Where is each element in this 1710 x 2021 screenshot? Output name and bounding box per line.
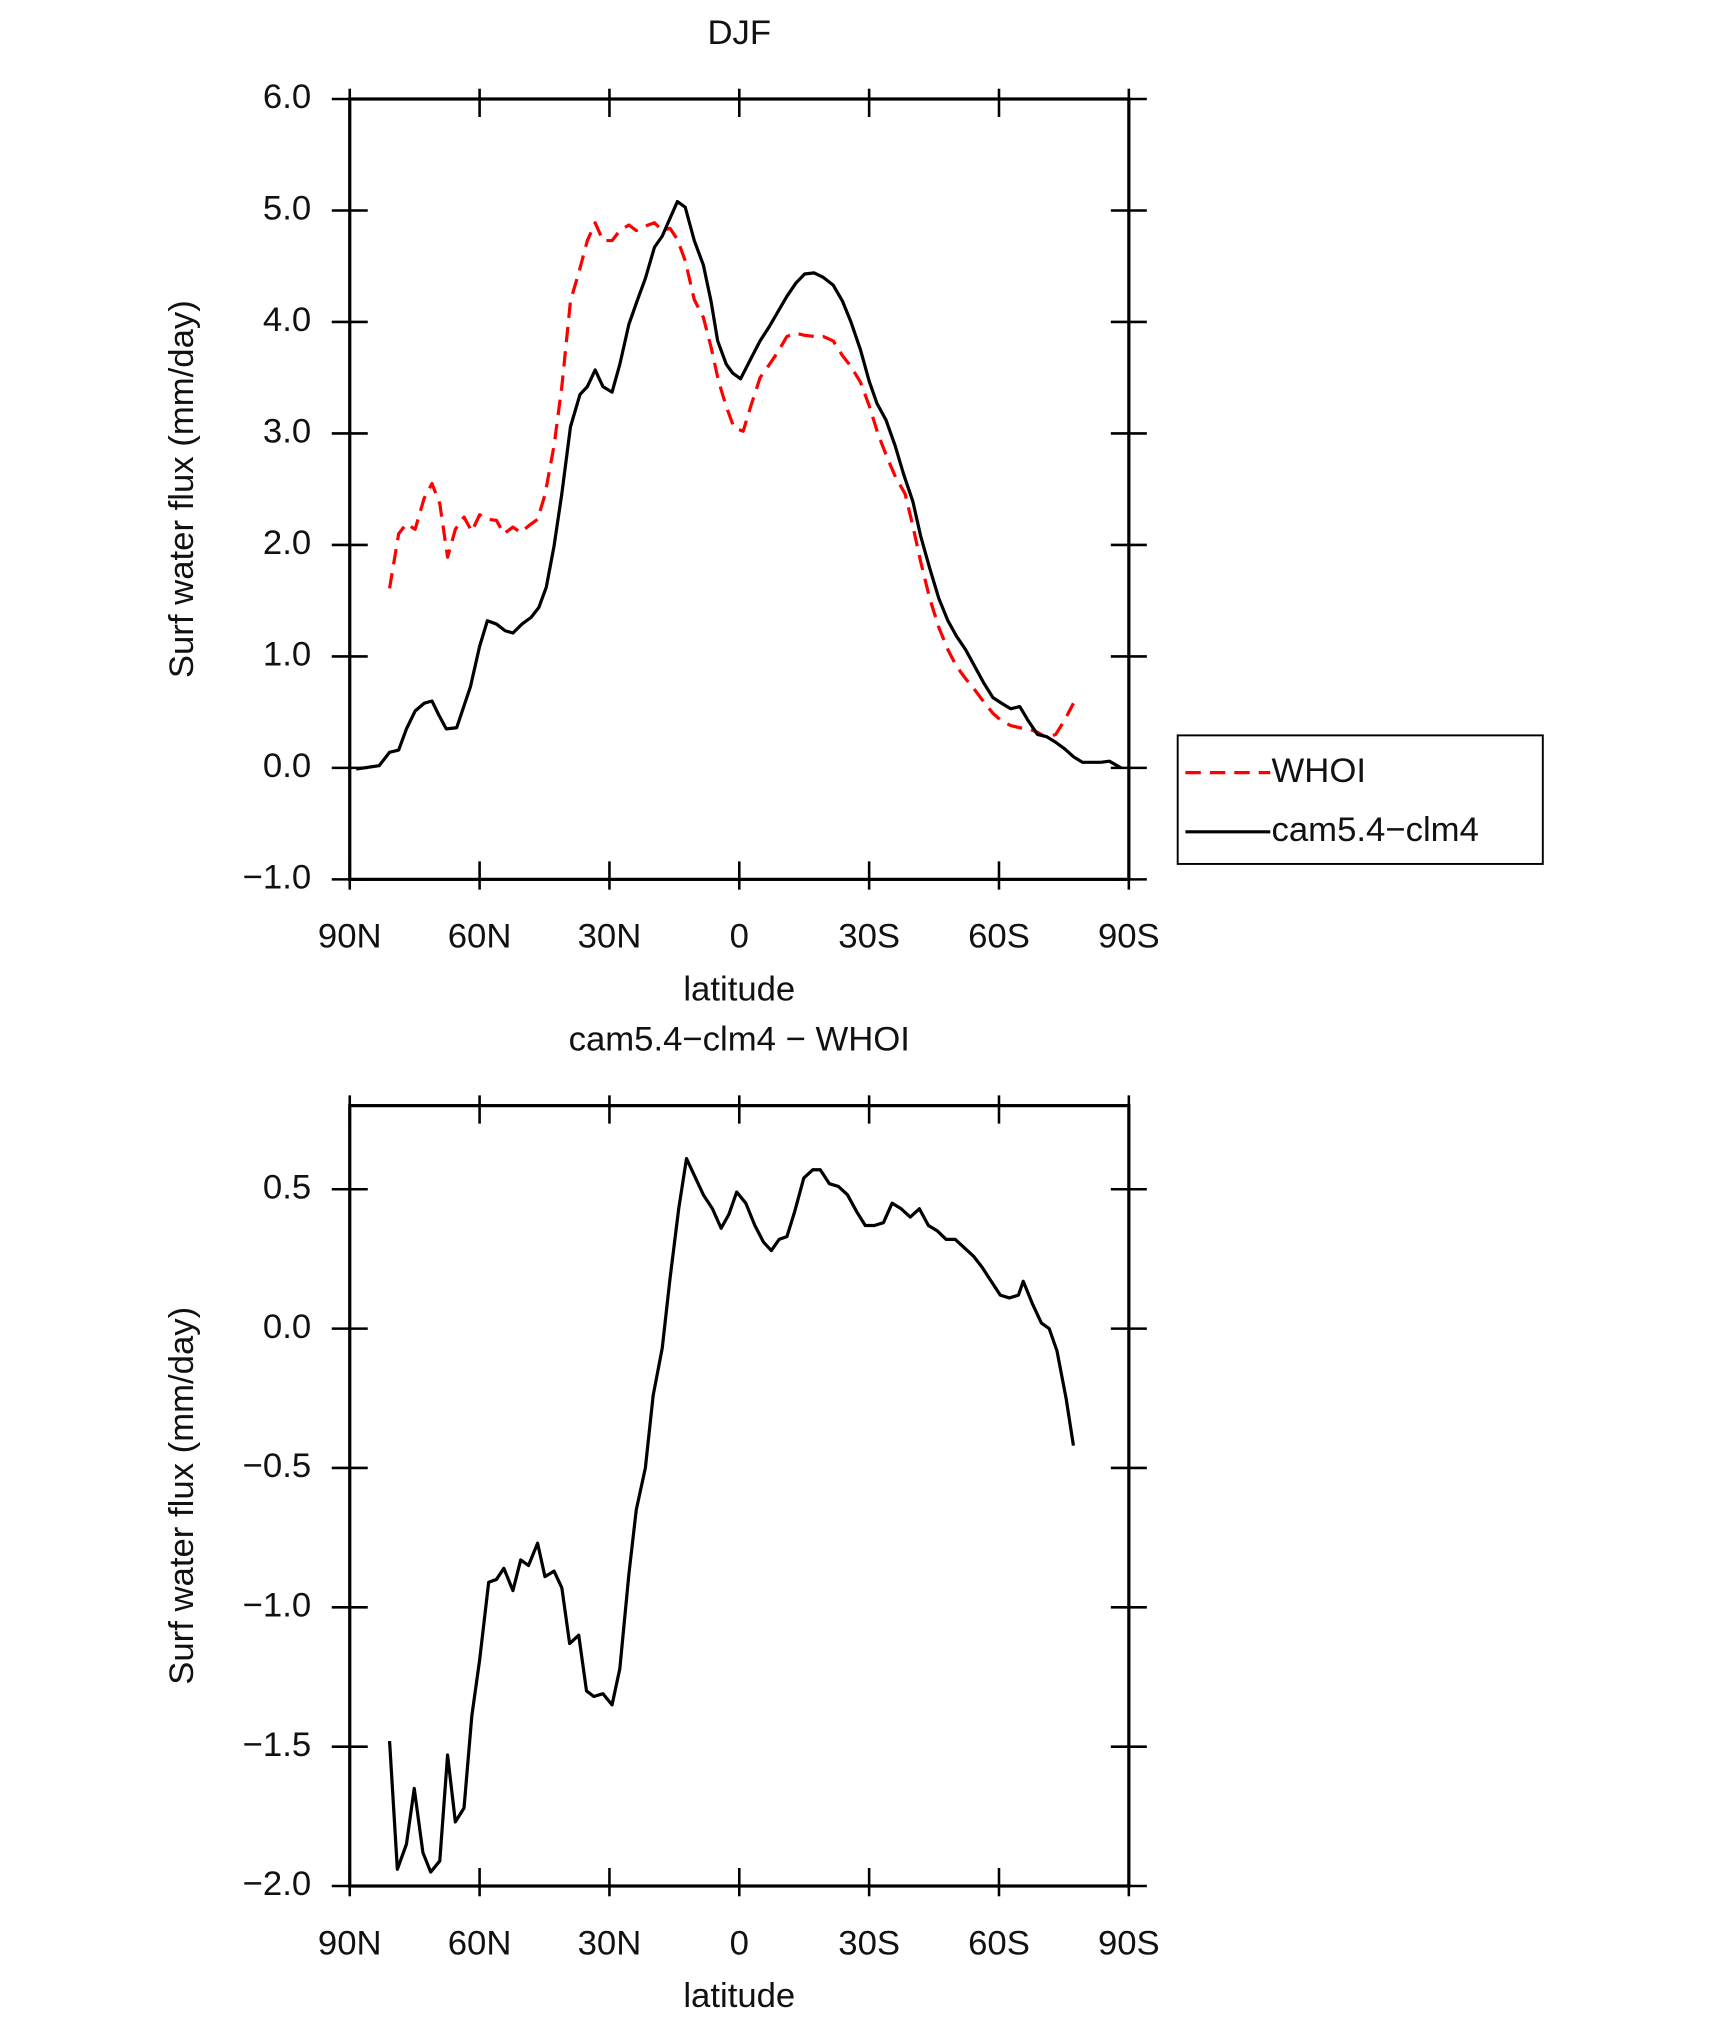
x-tick-label: 90N bbox=[318, 1924, 382, 1962]
chart-title: cam5.4−clm4 − WHOI bbox=[569, 1021, 910, 1059]
y-tick-label: 0.0 bbox=[263, 747, 311, 785]
x-tick-label: 30N bbox=[578, 1924, 642, 1962]
y-tick-label: −1.0 bbox=[243, 859, 312, 897]
y-axis-label: Surf water flux (mm/day) bbox=[163, 1307, 201, 1685]
y-tick-label: 5.0 bbox=[263, 190, 311, 228]
x-tick-label: 90S bbox=[1098, 1924, 1160, 1962]
y-tick-label: −1.5 bbox=[243, 1726, 312, 1764]
y-axis-label: Surf water flux (mm/day) bbox=[163, 300, 201, 678]
x-axis-label: latitude bbox=[683, 970, 795, 1008]
x-axis-label: latitude bbox=[683, 1977, 795, 2015]
y-tick-label: −1.0 bbox=[243, 1586, 312, 1624]
y-tick-label: 2.0 bbox=[263, 524, 311, 562]
x-tick-label: 30N bbox=[578, 918, 642, 956]
x-tick-label: 30S bbox=[838, 918, 900, 956]
y-tick-label: 0.5 bbox=[263, 1168, 311, 1206]
x-tick-label: 60S bbox=[968, 918, 1030, 956]
x-tick-label: 90N bbox=[318, 918, 382, 956]
x-tick-label: 0 bbox=[730, 1924, 749, 1962]
x-tick-label: 0 bbox=[730, 918, 749, 956]
chart-title: DJF bbox=[707, 14, 771, 52]
x-tick-label: 90S bbox=[1098, 918, 1160, 956]
legend-box bbox=[1176, 734, 1544, 865]
y-tick-label: −0.5 bbox=[243, 1447, 312, 1485]
y-tick-label: 3.0 bbox=[263, 413, 311, 451]
data-line bbox=[356, 199, 1122, 771]
y-tick-label: 1.0 bbox=[263, 636, 311, 674]
x-tick-label: 60N bbox=[448, 1924, 512, 1962]
y-tick-label: −2.0 bbox=[243, 1865, 312, 1903]
y-tick-label: 0.0 bbox=[263, 1308, 311, 1346]
x-tick-label: 60N bbox=[448, 918, 512, 956]
x-tick-label: 60S bbox=[968, 1924, 1030, 1962]
y-tick-label: 4.0 bbox=[263, 301, 311, 339]
x-tick-label: 30S bbox=[838, 1924, 900, 1962]
data-line bbox=[387, 1156, 1076, 1874]
legend-label: cam5.4−clm4 bbox=[1272, 811, 1479, 849]
y-tick-label: 6.0 bbox=[263, 78, 311, 116]
data-line bbox=[387, 221, 1075, 740]
plot-frame bbox=[348, 97, 1131, 881]
legend-label: WHOI bbox=[1272, 752, 1366, 790]
